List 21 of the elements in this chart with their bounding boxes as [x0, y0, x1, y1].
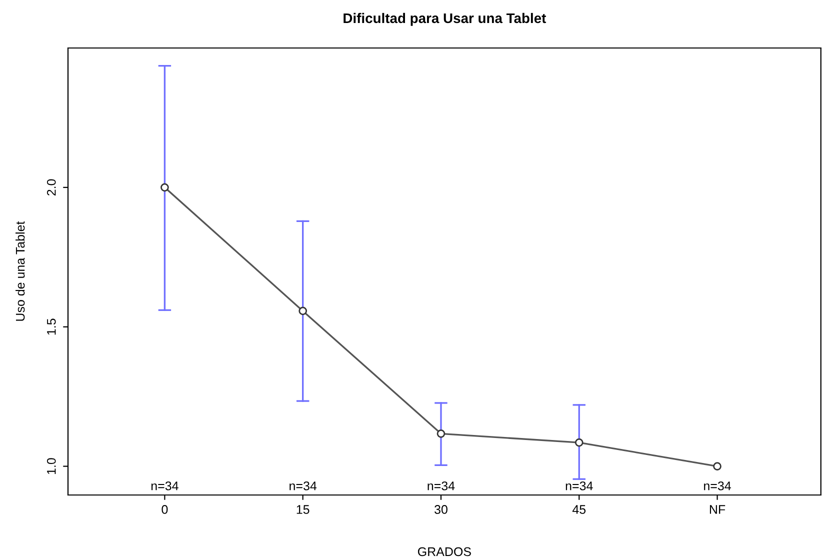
- y-tick-label: 1.5: [47, 318, 56, 335]
- annotation: n=34: [290, 481, 317, 490]
- point: [160, 183, 169, 192]
- x-tick-label: 0: [162, 505, 168, 514]
- annotation: n=34: [704, 481, 731, 490]
- y-tick-label: 2.0: [46, 179, 56, 196]
- annotation: n=34: [566, 481, 593, 490]
- x-tick-label: 30: [434, 505, 448, 514]
- point: [574, 438, 584, 447]
- x-axis-title: GRADOS: [418, 547, 471, 556]
- annotation: n=34: [428, 481, 455, 490]
- x-tick-label: 15: [296, 505, 310, 514]
- y-tick-label: 1.0: [46, 458, 56, 474]
- y-axis-title: Uso de una Tablet: [16, 221, 25, 321]
- x-tick-label: NF: [710, 505, 726, 514]
- point: [436, 429, 446, 438]
- x-tick-label: 45: [572, 505, 586, 514]
- point: [713, 462, 722, 470]
- point: [298, 306, 308, 316]
- annotation: n=34: [151, 481, 178, 490]
- chart-title: Dificultad para Usar una Tablet: [344, 12, 546, 26]
